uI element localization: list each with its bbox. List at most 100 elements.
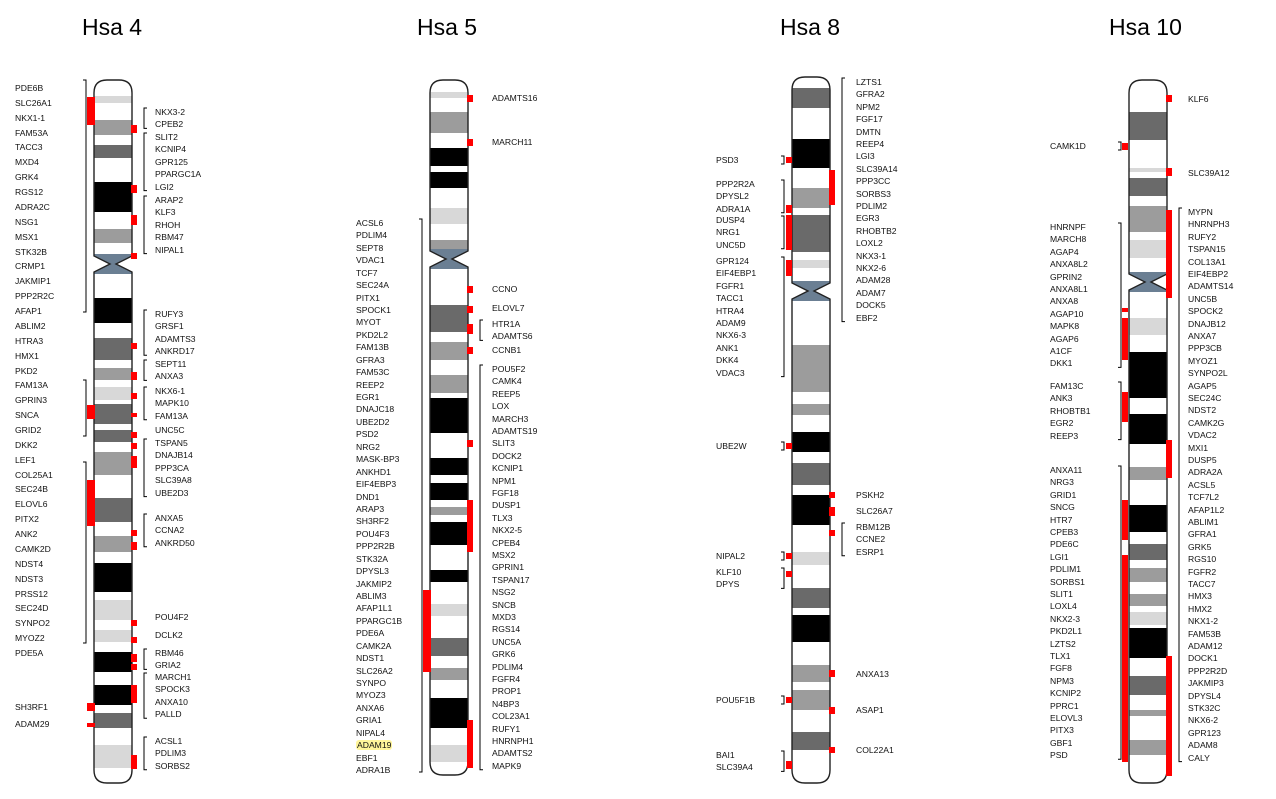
marker-bar xyxy=(1122,143,1128,150)
chromosome-band xyxy=(94,685,132,705)
gene-label-hsa5-left: GFRA3 xyxy=(356,354,385,365)
gene-label-hsa5-right: MXD3 xyxy=(492,612,516,622)
chromosome-band xyxy=(430,342,468,360)
chromosome-band xyxy=(1129,532,1167,544)
gene-label-hsa4-right: NKX6-1 xyxy=(155,386,186,396)
gene-label-hsa10-left: FAM13C xyxy=(1050,381,1084,391)
gene-label-hsa5-left: GRIA1 xyxy=(356,715,382,726)
marker-bar xyxy=(131,654,137,662)
marker-bar xyxy=(1122,555,1128,762)
gene-label-hsa10-right: FAM53B xyxy=(1188,628,1221,639)
gene-label-hsa8-right: ESRP1 xyxy=(856,546,885,557)
chromosome-band xyxy=(430,305,468,320)
gene-bracket xyxy=(143,132,147,192)
marker-bar xyxy=(131,456,137,468)
gene-label-hsa8-left: FGFR1 xyxy=(716,280,745,291)
gene-label-hsa4-right: FAM13A xyxy=(155,410,188,421)
gene-label-hsa8-right: PPP3CC xyxy=(856,176,891,187)
gene-label-hsa4-right: PPP3CA xyxy=(155,462,189,473)
gene-label-hsa10-left: ANXA8L1 xyxy=(1050,284,1088,294)
marker-bar xyxy=(829,492,835,498)
gene-label-hsa5-left: FAM53C xyxy=(356,367,390,378)
chromosome-band xyxy=(94,387,132,400)
gene-bracket xyxy=(479,319,483,341)
gene-label-hsa4-left: SLC26A1 xyxy=(15,97,52,108)
marker-bar xyxy=(829,670,835,677)
chromosome-title-hsa4: Hsa 4 xyxy=(82,14,143,40)
gene-label-hsa10-left: HTR7 xyxy=(1050,514,1073,525)
gene-bracket xyxy=(781,750,785,772)
chromosome-band xyxy=(94,592,132,600)
chromosome-band xyxy=(1129,594,1167,606)
chromosome-band xyxy=(430,398,468,433)
marker-bar xyxy=(1166,95,1172,102)
gene-label-hsa5-left: FAM13B xyxy=(356,342,389,353)
marker-bar xyxy=(786,157,792,163)
gene-bracket xyxy=(781,695,785,705)
gene-label-hsa5-left: PITX1 xyxy=(356,292,380,303)
gene-label-hsa10-left: TLX1 xyxy=(1050,651,1071,661)
gene-label-hsa5-right: ADAMTS16 xyxy=(492,93,538,103)
marker-bar xyxy=(786,571,792,577)
gene-bracket xyxy=(143,195,147,255)
gene-label-hsa10-left: PDE6C xyxy=(1050,539,1079,550)
gene-label-hsa5-right: COL23A1 xyxy=(492,711,530,722)
gene-label-hsa4-left: FAM53A xyxy=(15,127,48,138)
gene-label-hsa4-left: GPRIN3 xyxy=(15,395,47,406)
gene-label-hsa5-right: RUFY1 xyxy=(492,723,521,734)
gene-label-hsa4-right: ACSL1 xyxy=(155,736,183,746)
gene-label-hsa4-left: MYOZ2 xyxy=(15,633,45,644)
gene-label-hsa8-right: DMTN xyxy=(856,126,881,137)
gene-label-hsa4-left: SEC24D xyxy=(15,603,49,614)
gene-bracket xyxy=(83,379,87,437)
chromosome-band xyxy=(792,268,830,280)
gene-label-hsa4-right: SORBS2 xyxy=(155,760,190,771)
gene-label-hsa4-left: SH3RF1 xyxy=(15,702,48,712)
marker-bar xyxy=(786,697,792,703)
gene-label-hsa4-right: ARAP2 xyxy=(155,195,184,205)
gene-label-hsa8-left: VDAC3 xyxy=(716,367,745,378)
gene-label-hsa10-right: ANXA7 xyxy=(1188,331,1217,341)
chromosome-band xyxy=(1129,178,1167,196)
chromosome-band xyxy=(94,229,132,243)
gene-label-hsa4-left: COL25A1 xyxy=(15,469,53,480)
chromosome-hsa10 xyxy=(1129,80,1167,783)
chromosome-band xyxy=(94,103,132,120)
gene-label-hsa4-right: CPEB2 xyxy=(155,119,184,130)
chromosome-band xyxy=(792,303,830,310)
gene-bracket xyxy=(143,386,147,421)
chromosome-band xyxy=(792,463,830,485)
marker-bar xyxy=(829,170,835,205)
chromosome-band xyxy=(1129,90,1167,112)
gene-label-hsa10-right: KLF6 xyxy=(1188,94,1209,104)
gene-label-hsa10-left: CPEB3 xyxy=(1050,527,1079,537)
gene-label-hsa5-left: PPP2R2B xyxy=(356,541,395,552)
gene-label-hsa8-right: COL22A1 xyxy=(856,745,894,755)
gene-label-hsa8-left: POU5F1B xyxy=(716,695,756,705)
gene-bracket xyxy=(143,513,147,548)
gene-label-hsa5-right: ELOVL7 xyxy=(492,303,525,313)
gene-label-hsa10-left: ELOVL3 xyxy=(1050,713,1083,723)
gene-label-hsa4-right: GPR125 xyxy=(155,156,188,167)
gene-label-hsa4-left: PDE5A xyxy=(15,648,44,658)
gene-label-hsa5-left: PDE6A xyxy=(356,628,385,639)
gene-bracket xyxy=(83,461,87,644)
marker-bar xyxy=(786,443,792,449)
gene-label-hsa8-right: SORBS3 xyxy=(856,188,891,199)
gene-label-hsa5-left: AFAP1L1 xyxy=(356,603,393,614)
chromosome-band xyxy=(792,168,830,188)
chromosome-band xyxy=(94,400,132,404)
gene-label-hsa5-right: HNRNPH1 xyxy=(492,736,534,746)
marker-bar xyxy=(131,755,137,769)
gene-label-hsa4-left: STK32B xyxy=(15,246,48,257)
chromosome-band xyxy=(430,745,468,762)
gene-label-hsa8-right: NKX2-6 xyxy=(856,263,887,273)
gene-label-hsa8-left: GPR124 xyxy=(716,256,749,266)
gene-label-hsa8-left: EIF4EBP1 xyxy=(716,268,757,279)
chromosome-band xyxy=(94,552,132,563)
gene-label-hsa5-left: REEP2 xyxy=(356,379,385,390)
marker-bar xyxy=(829,747,835,753)
marker-bar xyxy=(467,440,473,447)
gene-bracket xyxy=(143,438,147,498)
marker-bar xyxy=(1122,308,1128,312)
